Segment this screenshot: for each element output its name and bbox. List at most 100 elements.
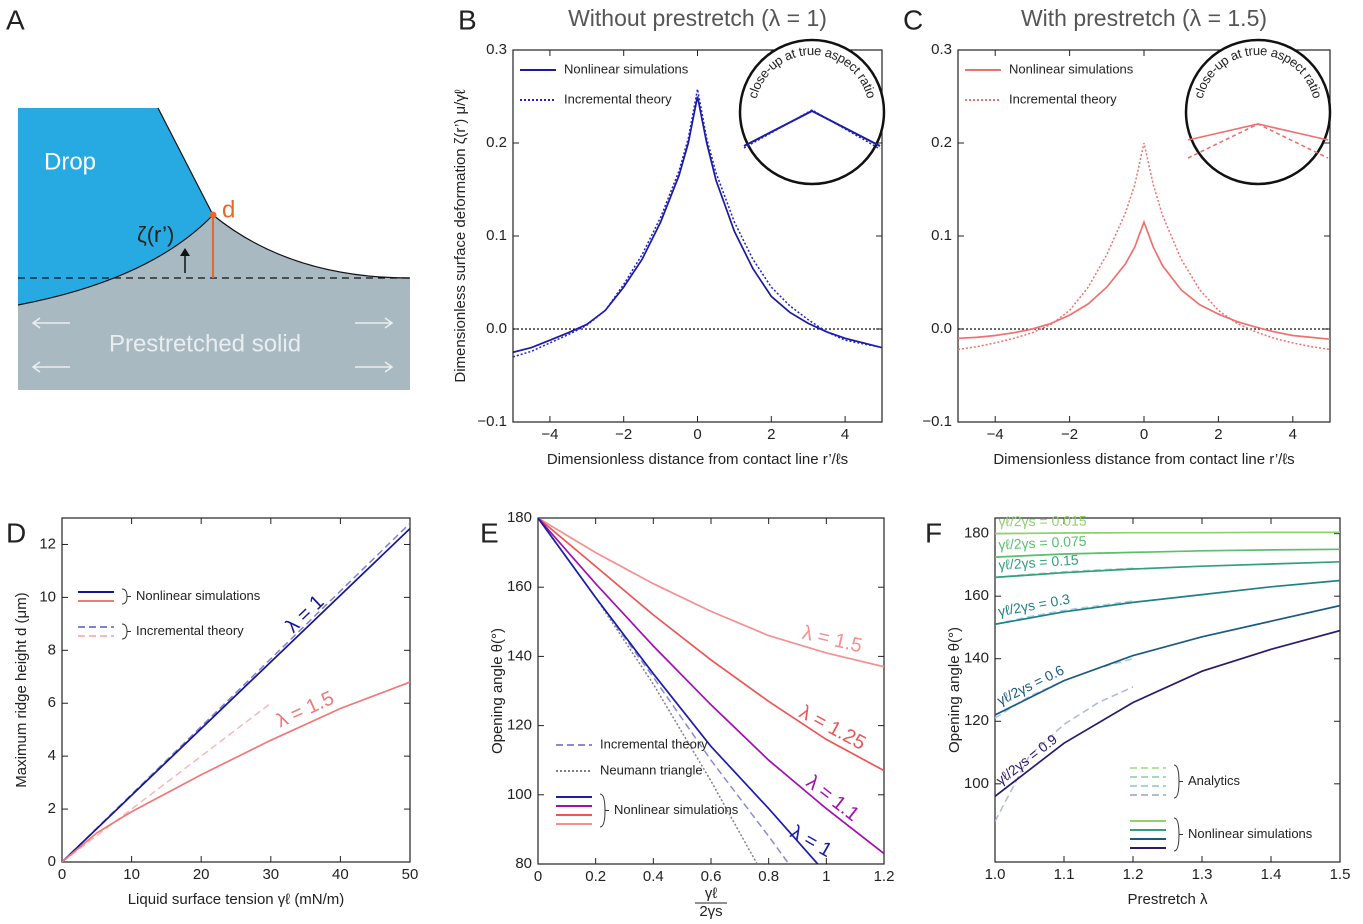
series-label: λ = 1.5 (273, 687, 337, 732)
x-tick-label: 1.1 (1054, 866, 1075, 883)
y-tick-label: 140 (507, 647, 532, 664)
series-line (995, 686, 1134, 822)
drop-edge (157, 107, 214, 216)
plot-frame (61, 517, 411, 863)
x-tick-label: 1.5 (1330, 866, 1351, 883)
legend-label: Nonlinear simulations (1009, 61, 1134, 76)
solid-label: Prestretched solid (109, 330, 301, 357)
chart-panel: B Without prestretch (λ = 1) −4 −2 0 2 4 −0.1 0.… (452, 4, 883, 468)
y-tick-label: 80 (515, 855, 532, 872)
legend-label: Nonlinear simulations (1188, 826, 1313, 841)
series-line (538, 518, 884, 772)
y-tick-label: 0.3 (486, 41, 507, 58)
x-tick-label: 1.4 (1261, 866, 1282, 883)
y-tick-label: 10 (39, 588, 56, 605)
x-tick-label: −2 (615, 426, 632, 443)
arrow-head (180, 248, 190, 256)
y-tick-label: 0.0 (486, 320, 507, 337)
y-tick-label: 100 (507, 786, 532, 803)
series-line (538, 518, 819, 864)
x-tick-label: 0.4 (643, 868, 664, 885)
x-tick-label: 0 (693, 426, 701, 443)
y-tick-label: 6 (48, 694, 56, 711)
series-label: γℓ/2γs = 0.015 (998, 513, 1087, 530)
y-tick-label: 0.0 (931, 320, 952, 337)
x-tick-label: 4 (1289, 426, 1297, 443)
x-tick-label: 0 (58, 866, 66, 883)
inset-c: close-up at true aspect ratio (1184, 38, 1332, 186)
x-axis-label: Liquid surface tension γℓ (mN/m) (128, 891, 345, 908)
x-tick-label: 1.0 (985, 866, 1006, 883)
x-tick-label: 0 (534, 868, 542, 885)
x-tick-label: 2 (1214, 426, 1222, 443)
legend-brace (1173, 817, 1183, 852)
legend-label: Nonlinear simulations (136, 588, 261, 603)
solid-block (18, 278, 410, 390)
plot-frame (994, 517, 1341, 863)
x-axis-label: Dimensionless distance from contact line… (547, 451, 848, 468)
series-line (995, 604, 1340, 716)
series-line (62, 702, 272, 862)
legend-label: Incremental theory (564, 91, 672, 106)
series-label: λ = 1.5 (800, 622, 864, 658)
x-axis-label-numerator: γℓ (705, 885, 718, 902)
series-line (995, 548, 1340, 558)
series-line (513, 96, 882, 354)
y-tick-label: −0.1 (922, 413, 952, 430)
x-tick-label: 40 (332, 866, 349, 883)
panel-letter: F (925, 517, 942, 548)
y-tick-label: 160 (964, 587, 989, 604)
series-line (62, 681, 410, 862)
y-tick-label: 160 (507, 578, 532, 595)
series-line (538, 518, 884, 668)
chart-title: Without prestretch (λ = 1) (568, 5, 827, 31)
inset-curve (1187, 123, 1329, 159)
panel-letter: D (6, 517, 26, 548)
x-tick-label: 0 (1140, 426, 1148, 443)
x-tick-label: 10 (123, 866, 140, 883)
legend-brace (121, 623, 131, 640)
series-label: γℓ/2γs = 0.075 (998, 533, 1087, 553)
y-tick-label: 0.2 (486, 134, 507, 151)
x-axis-label: Dimensionless distance from contact line… (993, 451, 1294, 468)
x-tick-label: 1.2 (1123, 866, 1144, 883)
plot-area (958, 142, 1330, 351)
legend-label: Neumann triangle (600, 762, 703, 777)
series-line (995, 560, 1340, 579)
y-tick-label: 0.2 (931, 134, 952, 151)
y-tick-label: −0.1 (477, 413, 507, 430)
x-tick-label: 20 (193, 866, 210, 883)
series-line (995, 629, 1340, 797)
chart-panel: D 0 10 20 30 40 50 0 2 4 6 8 10 12 Liquid surface tens… (6, 517, 418, 908)
diagram: A Drop d ζ(r’) Prestretched solid (6, 4, 411, 390)
drop-label: Drop (44, 148, 96, 175)
series-label: λ = 1.1 (802, 771, 863, 826)
plot-area (995, 531, 1340, 822)
chart-panel: C With prestretch (λ = 1.5) −4 −2 0 2 4 −0.1 0.0… (903, 4, 1331, 468)
legend-brace (121, 588, 131, 605)
inset-curve (743, 109, 881, 150)
panel-letter: B (458, 4, 477, 35)
x-tick-label: 50 (402, 866, 419, 883)
series-label: γℓ/2γs = 0.15 (998, 551, 1080, 572)
y-tick-label: 180 (507, 509, 532, 526)
stretch-arrows (31, 317, 394, 373)
y-tick-label: 4 (48, 747, 56, 764)
drop-shape (18, 108, 213, 305)
panel-letter: E (480, 517, 499, 548)
chart-panel: E 0 0.2 0.4 0.6 0.8 1 1.2 80 100 120 140 160 180 γℓ2γs… (480, 509, 894, 920)
series-label: γℓ/2γs = 0.9 (993, 731, 1060, 788)
inset-curve (743, 109, 881, 147)
series-line (513, 88, 882, 358)
y-tick-label: 100 (964, 775, 989, 792)
y-tick-label: 120 (507, 717, 532, 734)
chart-title: With prestretch (λ = 1.5) (1021, 5, 1267, 31)
legend-brace (1173, 764, 1183, 799)
y-tick-label: 2 (48, 800, 56, 817)
x-tick-label: −2 (1061, 426, 1078, 443)
x-tick-label: 1 (822, 868, 830, 885)
plot-area (62, 522, 410, 862)
y-tick-label: 0.1 (486, 227, 507, 244)
x-tick-label: 4 (841, 426, 849, 443)
